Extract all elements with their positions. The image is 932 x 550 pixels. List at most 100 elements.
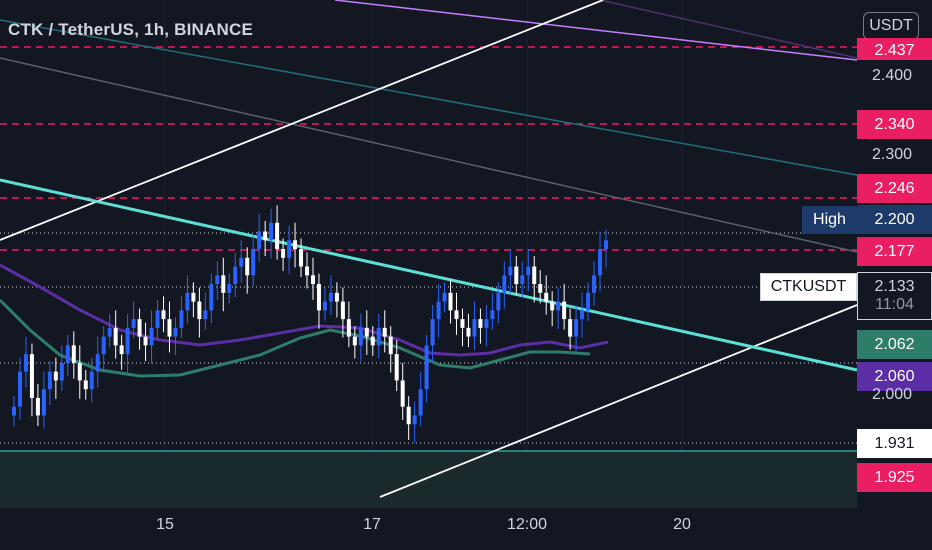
price-tag-2062: 2.062 bbox=[857, 330, 932, 359]
channel-lower-line bbox=[379, 304, 858, 498]
candle-body bbox=[322, 301, 327, 311]
y-tick-2400: 2.400 bbox=[872, 67, 913, 84]
candle-body bbox=[12, 406, 16, 416]
candle-body bbox=[388, 336, 393, 355]
candle-body bbox=[287, 240, 292, 258]
candle-body bbox=[305, 266, 310, 276]
purple-trendline bbox=[334, 0, 858, 61]
candle-body bbox=[448, 292, 453, 311]
candle-body bbox=[227, 284, 232, 293]
candle-body bbox=[340, 301, 345, 320]
ma-purple-line bbox=[0, 263, 609, 357]
candle-body bbox=[221, 275, 226, 293]
candle-body bbox=[209, 284, 214, 311]
candle-body bbox=[239, 257, 244, 267]
candle-body bbox=[71, 345, 76, 363]
x-tick-15: 15 bbox=[156, 516, 174, 533]
candle-body bbox=[478, 319, 483, 328]
candle-body bbox=[143, 336, 148, 346]
candle-body bbox=[185, 292, 190, 311]
candle-body bbox=[472, 319, 477, 337]
candle-body bbox=[191, 292, 196, 302]
candle-body bbox=[101, 336, 106, 355]
candle-body bbox=[484, 319, 489, 328]
candle-body bbox=[113, 327, 118, 346]
symbol-side-label: CTKUSDT bbox=[760, 273, 857, 301]
price-tag-2177: 2.177 bbox=[857, 237, 932, 266]
candle-body bbox=[245, 257, 250, 276]
candle-body bbox=[215, 275, 220, 285]
candle-body bbox=[418, 389, 423, 416]
candle-body bbox=[155, 310, 160, 328]
candle-body bbox=[269, 222, 274, 241]
price-tag-2200: 2.200 bbox=[857, 205, 932, 234]
y-tick-2300: 2.300 bbox=[872, 146, 913, 163]
last-price-value: 2.133 bbox=[874, 278, 915, 295]
chart-title: CTK / TetherUS, 1h, BINANCE bbox=[8, 20, 253, 39]
candle-body bbox=[346, 319, 351, 337]
candle-body bbox=[263, 231, 268, 241]
candle-body bbox=[520, 275, 525, 285]
candle-body bbox=[137, 319, 142, 337]
candle-body bbox=[460, 319, 465, 328]
candle-body bbox=[161, 310, 166, 320]
candle-body bbox=[167, 319, 172, 337]
candle-body bbox=[364, 327, 369, 337]
dark-purple-trendline bbox=[599, 0, 858, 59]
candle-body bbox=[316, 284, 321, 311]
candle-body bbox=[370, 336, 375, 346]
candle-body bbox=[376, 327, 381, 346]
candlestick-series bbox=[12, 205, 608, 443]
price-tag-2340: 2.340 bbox=[857, 110, 932, 139]
candle-body bbox=[334, 292, 339, 302]
candle-body bbox=[508, 266, 513, 276]
channel-upper-line bbox=[0, 0, 604, 241]
candle-body bbox=[538, 284, 543, 293]
candle-body bbox=[436, 301, 441, 320]
candle-body bbox=[173, 327, 178, 337]
candle-body bbox=[532, 266, 537, 285]
candle-body bbox=[496, 292, 501, 311]
candle-body bbox=[41, 389, 46, 416]
candle-body bbox=[358, 327, 363, 346]
candle-body bbox=[442, 292, 447, 302]
candle-body bbox=[125, 327, 130, 355]
last-price-tag: 2.133 11:04 bbox=[857, 272, 932, 320]
candle-body bbox=[502, 275, 507, 293]
candle-body bbox=[328, 292, 333, 302]
candle-body bbox=[275, 222, 280, 250]
high-side-label: High bbox=[802, 206, 857, 234]
candle-body bbox=[65, 345, 70, 363]
candle-body bbox=[83, 380, 88, 390]
candle-body bbox=[580, 310, 585, 320]
candle-body bbox=[293, 240, 298, 250]
candle-body bbox=[382, 327, 387, 337]
main-descending-trendline bbox=[0, 178, 858, 372]
candle-body bbox=[544, 292, 549, 302]
candle-body bbox=[77, 362, 82, 381]
candle-body bbox=[466, 327, 471, 337]
candle-body bbox=[179, 310, 184, 328]
candle-body bbox=[454, 310, 459, 320]
candle-body bbox=[197, 301, 202, 320]
candle-body bbox=[586, 292, 591, 311]
candle-body bbox=[149, 327, 154, 346]
candle-body bbox=[574, 319, 579, 337]
currency-button[interactable]: USDT bbox=[863, 12, 919, 40]
price-tag-2437-label: 2.437 bbox=[874, 42, 915, 59]
candle-body bbox=[47, 371, 52, 390]
price-tag-2060: 2.060 bbox=[857, 362, 932, 391]
candle-body bbox=[131, 319, 136, 328]
candle-body bbox=[430, 319, 435, 346]
candle-body bbox=[490, 310, 495, 320]
candle-body bbox=[119, 345, 124, 355]
x-tick-1200: 12:00 bbox=[506, 516, 548, 533]
candle-body bbox=[310, 275, 315, 285]
candle-body bbox=[233, 266, 238, 285]
price-tag-1931: 1.931 bbox=[857, 429, 932, 458]
x-tick-20: 20 bbox=[673, 516, 691, 533]
candle-body bbox=[23, 354, 28, 372]
candle-body bbox=[203, 310, 208, 320]
candle-body bbox=[550, 301, 555, 311]
